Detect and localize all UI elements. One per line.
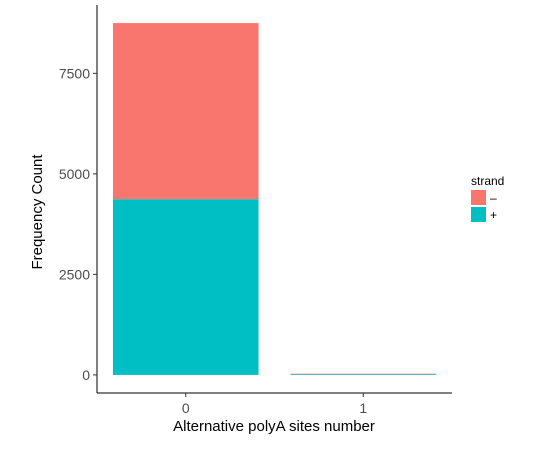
legend-title: strand	[471, 174, 504, 188]
y-tick-label: 0	[82, 367, 90, 383]
legend: strand – +	[471, 174, 504, 222]
x-tick-label: 0	[182, 400, 190, 416]
y-tick-label: 2500	[59, 266, 90, 282]
legend-swatch-plus	[471, 207, 486, 222]
x-axis-title: Alternative polyA sites number	[173, 418, 375, 435]
bar-minus-strand-cat-1	[290, 373, 437, 375]
legend-swatch-minus	[471, 190, 486, 205]
y-tick-label: 7500	[59, 65, 90, 81]
legend-label-minus: –	[490, 191, 497, 205]
legend-label-plus: +	[490, 208, 497, 222]
ticks: 0 2500 5000 7500 0 1	[59, 65, 368, 416]
bar-minus-strand-cat-0	[112, 23, 259, 200]
y-tick-label: 5000	[59, 166, 90, 182]
plot-area	[112, 23, 437, 375]
axes	[96, 5, 452, 394]
bar-plus-strand-cat-0	[112, 199, 259, 375]
x-tick-label: 1	[359, 400, 367, 416]
y-axis-title: Frequency Count	[29, 154, 46, 270]
bar-plus-strand-cat-1	[290, 374, 437, 375]
